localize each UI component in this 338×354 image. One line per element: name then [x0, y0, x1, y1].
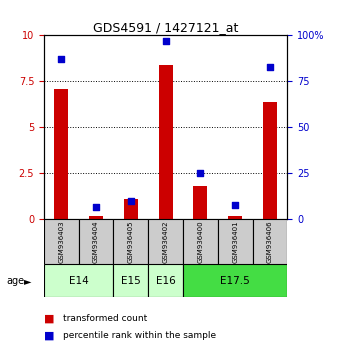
- Point: [267, 64, 273, 69]
- Text: ■: ■: [44, 331, 54, 341]
- Text: percentile rank within the sample: percentile rank within the sample: [63, 331, 216, 340]
- Point: [58, 57, 64, 62]
- Text: GSM936401: GSM936401: [232, 220, 238, 263]
- Point: [198, 171, 203, 176]
- Text: GSM936402: GSM936402: [163, 220, 169, 263]
- Bar: [89, 216, 103, 219]
- Text: E16: E16: [156, 275, 175, 286]
- Text: ■: ■: [44, 314, 54, 324]
- Bar: [124, 199, 138, 219]
- Bar: [148, 264, 183, 297]
- Bar: [114, 264, 148, 297]
- Bar: [252, 219, 287, 264]
- Bar: [114, 219, 148, 264]
- Title: GDS4591 / 1427121_at: GDS4591 / 1427121_at: [93, 21, 238, 34]
- Bar: [183, 264, 287, 297]
- Point: [163, 38, 168, 44]
- Bar: [228, 216, 242, 219]
- Text: ►: ►: [24, 276, 31, 286]
- Bar: [159, 65, 173, 219]
- Text: GSM936406: GSM936406: [267, 220, 273, 263]
- Text: GSM936405: GSM936405: [128, 220, 134, 263]
- Text: E14: E14: [69, 275, 89, 286]
- Text: E15: E15: [121, 275, 141, 286]
- Bar: [54, 89, 68, 219]
- Point: [233, 202, 238, 207]
- Bar: [193, 186, 207, 219]
- Bar: [263, 102, 277, 219]
- Bar: [148, 219, 183, 264]
- Text: GSM936400: GSM936400: [197, 220, 203, 263]
- Bar: [79, 219, 114, 264]
- Bar: [183, 219, 218, 264]
- Text: age: age: [7, 276, 25, 286]
- Text: transformed count: transformed count: [63, 314, 147, 323]
- Bar: [44, 264, 114, 297]
- Text: E17.5: E17.5: [220, 275, 250, 286]
- Point: [128, 198, 134, 204]
- Text: GSM936403: GSM936403: [58, 220, 64, 263]
- Text: GSM936404: GSM936404: [93, 220, 99, 263]
- Bar: [44, 219, 79, 264]
- Point: [93, 204, 99, 210]
- Bar: [218, 219, 252, 264]
